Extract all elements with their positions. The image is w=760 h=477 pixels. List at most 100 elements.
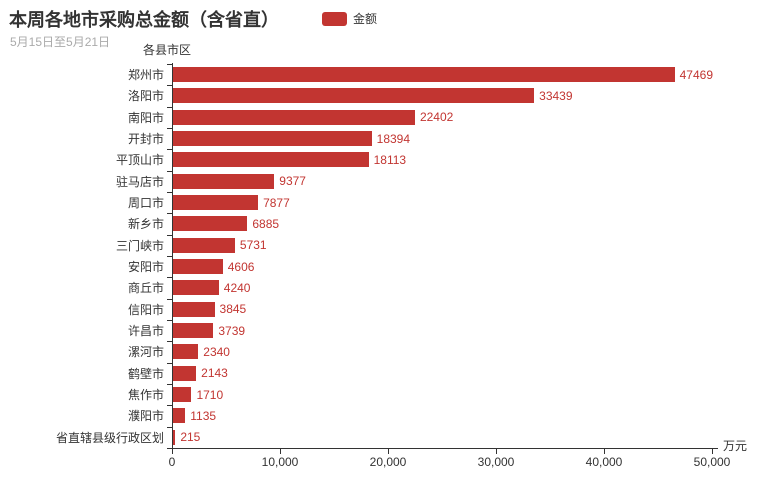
bar-row: 4240	[173, 277, 713, 298]
y-axis-tick	[167, 234, 172, 236]
value-label: 3845	[219, 302, 247, 317]
category-label: 驻马店市	[115, 174, 164, 189]
bar-row: 215	[173, 427, 713, 448]
value-label: 6885	[252, 216, 280, 231]
bar[interactable]	[173, 344, 199, 360]
bar[interactable]	[173, 131, 372, 147]
y-axis-tick	[167, 298, 172, 300]
chart-title: 本周各地市采购总金额（含省直）	[9, 10, 279, 30]
x-axis-tick-label: 0	[168, 455, 176, 469]
value-label: 4240	[223, 280, 251, 295]
x-axis-name: 万元	[723, 439, 748, 453]
value-label: 18394	[376, 131, 411, 146]
value-label: 2340	[203, 344, 230, 359]
bars-area: 47469 33439 22402 18394 18113 9377 7877 6885 573…	[173, 64, 713, 448]
value-label: 47469	[679, 67, 713, 82]
category-label: 焦作市	[127, 388, 164, 403]
bar-row: 2340	[173, 341, 713, 362]
y-axis-tick	[167, 128, 172, 129]
y-axis-tick	[167, 213, 172, 215]
value-label: 4606	[227, 259, 255, 274]
bar-row: 33439	[173, 85, 713, 106]
y-axis-tick	[167, 405, 172, 407]
y-axis-tick	[167, 320, 172, 321]
bar[interactable]	[173, 365, 197, 381]
bar[interactable]	[173, 237, 235, 253]
bar-row: 4606	[173, 256, 713, 277]
value-label: 2143	[201, 366, 228, 381]
x-axis-tick	[604, 449, 605, 454]
bar-row: 18113	[173, 149, 713, 170]
bar[interactable]	[173, 67, 675, 83]
bar[interactable]	[173, 109, 415, 125]
x-axis-tick-label: 10,000	[261, 455, 299, 469]
bar[interactable]	[173, 195, 259, 211]
legend-label: 金额	[353, 12, 378, 26]
x-axis-line	[172, 448, 718, 449]
category-label: 平顶山市	[115, 153, 164, 168]
x-axis-tick	[172, 449, 173, 454]
bar-row: 3739	[173, 320, 713, 341]
value-label: 1135	[190, 408, 217, 423]
x-axis-tick	[712, 449, 713, 454]
category-label: 三门峡市	[115, 238, 164, 253]
y-axis-tick	[167, 64, 172, 65]
chart-subtitle: 5月15日至5月21日	[10, 35, 111, 49]
y-axis-tick	[167, 341, 172, 343]
category-label: 安阳市	[127, 260, 164, 275]
bar-row: 7877	[173, 192, 713, 213]
y-axis-tick	[167, 192, 172, 193]
y-axis-labels: 郑州市 洛阳市 南阳市 开封市 平顶山市 驻马店市 周口市 新乡市 三门峡市 安阳市 商丘市 信阳市许…	[0, 64, 164, 448]
value-label: 18113	[373, 152, 407, 167]
value-label: 22402	[419, 110, 454, 125]
bar[interactable]	[173, 216, 248, 232]
bar-row: 9377	[173, 171, 713, 192]
category-label: 信阳市	[127, 302, 164, 317]
y-axis-tick	[167, 85, 172, 87]
bar[interactable]	[173, 408, 186, 424]
y-axis-tick	[167, 448, 172, 449]
bar-row: 5731	[173, 235, 713, 256]
bar[interactable]	[173, 429, 176, 445]
bar[interactable]	[173, 280, 219, 296]
value-label: 3739	[218, 323, 246, 338]
value-label: 33439	[539, 88, 573, 103]
y-axis-tick	[167, 277, 172, 279]
y-axis-line	[172, 63, 173, 449]
y-axis-tick	[167, 170, 172, 172]
category-label: 开封市	[127, 132, 164, 147]
bar-row: 2143	[173, 363, 713, 384]
category-label: 周口市	[127, 196, 164, 211]
category-label: 许昌市	[127, 324, 164, 339]
x-axis-tick	[280, 449, 281, 454]
x-axis-tick-label: 50,000	[693, 455, 731, 469]
category-label: 南阳市	[127, 110, 164, 125]
x-axis-tick-label: 40,000	[585, 455, 623, 469]
legend-swatch-icon	[322, 11, 347, 26]
category-label: 濮阳市	[127, 409, 164, 424]
y-axis-tick	[167, 426, 172, 428]
x-axis-tick-label: 20,000	[369, 455, 407, 469]
bar[interactable]	[173, 88, 535, 104]
value-label: 215	[180, 430, 201, 445]
x-axis-tick	[496, 449, 497, 454]
x-axis-tick-label: 30,000	[477, 455, 515, 469]
bar-row: 3845	[173, 299, 713, 320]
value-label: 5731	[239, 238, 267, 253]
y-axis-tick	[167, 256, 172, 257]
y-axis-tick	[167, 106, 172, 108]
bar[interactable]	[173, 387, 192, 403]
bar[interactable]	[173, 173, 275, 189]
bar[interactable]	[173, 259, 223, 275]
bar[interactable]	[173, 152, 369, 168]
category-label: 洛阳市	[127, 89, 164, 104]
y-axis-tick	[167, 384, 172, 385]
legend-item-amount[interactable]: 金额	[322, 10, 377, 27]
value-label: 7877	[263, 195, 290, 210]
bar-row: 18394	[173, 128, 713, 149]
bar[interactable]	[173, 301, 215, 317]
x-axis-tick	[388, 449, 389, 454]
value-label: 1710	[196, 387, 224, 402]
bar[interactable]	[173, 323, 214, 339]
category-label: 省直辖县级行政区划	[55, 430, 164, 445]
